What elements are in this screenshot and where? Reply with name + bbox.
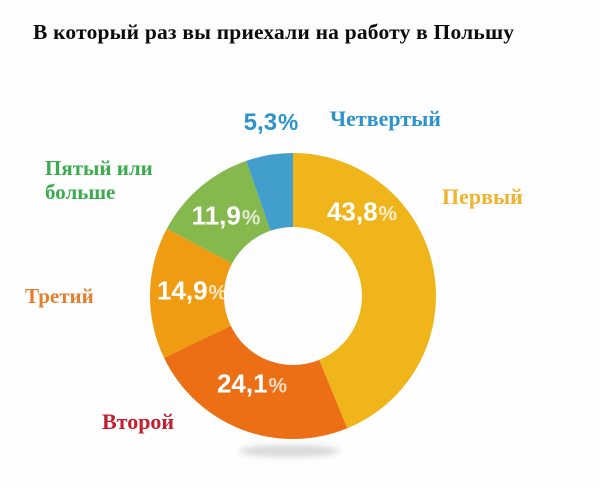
category-label-second: Второй xyxy=(102,409,175,434)
chart-title: В который раз вы приехали на работу в По… xyxy=(33,20,515,44)
category-label-first: Первый xyxy=(442,184,523,209)
value-label-first: 43,8% xyxy=(327,199,397,226)
percent-sign: % xyxy=(278,109,299,135)
value-label-third: 14,9% xyxy=(157,278,227,305)
value-label-fifth-plus: 11,9% xyxy=(192,203,261,230)
value-label-second: 24,1% xyxy=(217,371,287,398)
value-number-fourth: 5,3 xyxy=(243,109,278,136)
percent-sign: % xyxy=(268,374,288,398)
donut-shadow xyxy=(239,445,339,457)
value-label-fourth: 5,3% xyxy=(244,111,299,135)
segment-fifth-plus xyxy=(166,160,271,264)
percent-sign: % xyxy=(378,202,398,226)
category-label-fifth-plus: Пятый или больше xyxy=(45,156,153,204)
segment-third xyxy=(149,228,233,358)
category-label-fourth: Четвертый xyxy=(330,106,441,131)
value-number-fifth-plus: 11,9 xyxy=(191,200,241,231)
value-number-second: 24,1 xyxy=(216,368,268,399)
category-label-third: Третий xyxy=(25,284,94,308)
segment-fourth xyxy=(246,153,293,231)
percent-sign: % xyxy=(241,206,261,230)
value-number-first: 43,8 xyxy=(326,196,378,227)
donut-segments xyxy=(149,153,437,439)
segment-second xyxy=(163,325,348,439)
percent-sign: % xyxy=(208,281,228,305)
segment-first xyxy=(293,153,437,429)
value-number-third: 14,9 xyxy=(156,275,208,306)
